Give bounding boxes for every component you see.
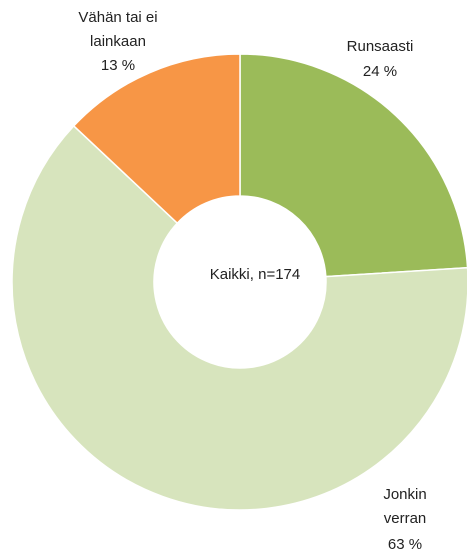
category-label: Jonkin verran (383, 486, 427, 527)
category-label: Runsaasti (346, 38, 414, 55)
value-label: 13 % (100, 57, 136, 74)
category-label: Vähän tai ei lainkaan (78, 9, 158, 50)
donut-segment (72, 53, 241, 225)
value-label: 63 % (387, 536, 423, 553)
center-label: Kaikki, n=174 (209, 266, 301, 283)
value-label: 24 % (362, 63, 398, 80)
donut-segment (239, 53, 467, 278)
donut-segment (11, 124, 467, 511)
